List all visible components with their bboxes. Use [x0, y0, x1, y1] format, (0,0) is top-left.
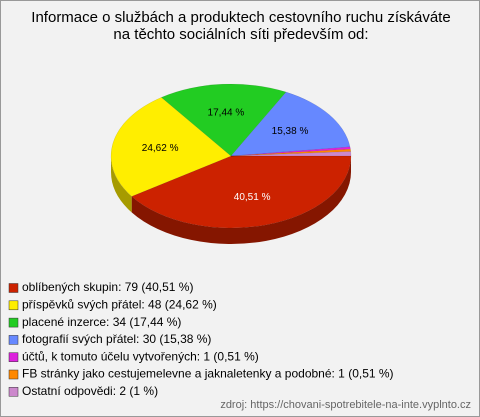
- slice: [230, 146, 351, 157]
- slice-label: 24,62 %: [142, 143, 179, 154]
- source: zdroj: https://chovani-spotrebitele-na-i…: [220, 399, 471, 411]
- legend-label: fotografií svých přátel: 30 (15,38 %): [22, 332, 211, 346]
- legend-swatch: [8, 300, 19, 311]
- slice: [160, 83, 287, 157]
- slice-side: [111, 156, 132, 213]
- legend-swatch: [8, 387, 19, 397]
- slice: [230, 151, 352, 157]
- legend-swatch: [8, 352, 19, 362]
- legend-label: Ostatní odpovědi: 2 (1 %): [22, 384, 158, 398]
- slice-label: 15,38 %: [272, 126, 309, 137]
- legend-swatch: [8, 283, 19, 293]
- slice: [230, 91, 351, 157]
- legend-label: placené inzerce: 34 (17,44 %): [22, 315, 181, 329]
- legend-label: příspěvků svých přátel: 48 (24,62 %): [22, 297, 217, 311]
- slice: [230, 148, 352, 157]
- legend-label: oblíbených skupin: 79 (40,51 %): [22, 280, 193, 294]
- chart-title: Informace o službách a produktech cestov…: [31, 9, 451, 43]
- legend-swatch: [8, 335, 19, 345]
- slice: [110, 97, 232, 197]
- legend-swatch: [8, 369, 19, 380]
- slice-side: [131, 156, 351, 244]
- legend-label: FB stránky jako cestujemelevne a jaknale…: [22, 367, 394, 381]
- legend-swatch: [8, 317, 19, 328]
- slice: [131, 155, 352, 229]
- legend-label: účtů, k tomuto účelu vytvořených: 1 (0,5…: [22, 349, 259, 363]
- slice-label: 17,44 %: [208, 108, 245, 119]
- slice-label: 40,51 %: [234, 192, 271, 203]
